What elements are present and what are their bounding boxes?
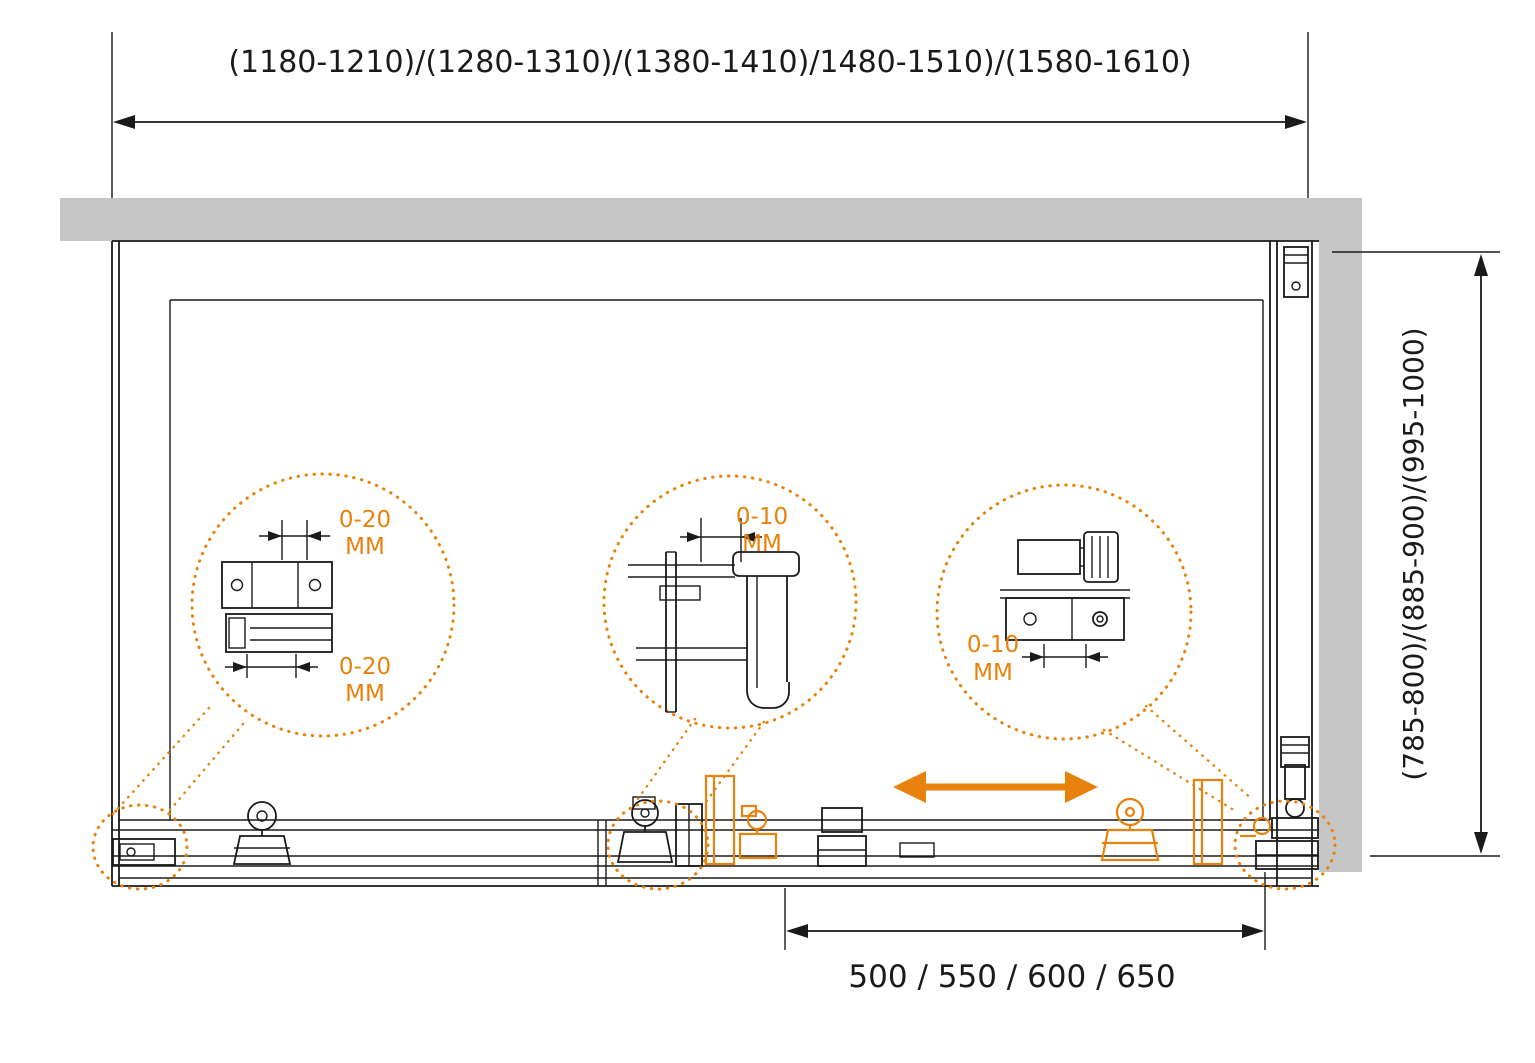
orange-bracket-right: [1192, 778, 1272, 866]
right-dimension-label: (785-800)/(885-900)/(995-1000): [1397, 327, 1430, 780]
right-dimension: (785-800)/(885-900)/(995-1000): [1332, 251, 1500, 857]
wall-top: [60, 198, 1362, 241]
source-circle-1: [91, 803, 189, 891]
walls: [60, 198, 1362, 872]
track-guide: [899, 842, 935, 858]
left-end-bracket: [112, 838, 176, 866]
detail-1-drawing: 0-20 MM 0-20 MM: [221, 507, 391, 707]
top-right-profile-hardware: [1283, 246, 1309, 298]
top-dimension-label: (1180-1210)/(1280-1310)/(1380-1410)/1480…: [228, 45, 1191, 80]
bottom-dimension-label: 500 / 550 / 600 / 650: [848, 959, 1175, 995]
left-roller: [232, 801, 292, 865]
detail1-top-value-label: 0-20: [339, 507, 391, 533]
detail2-value-label: 0-10: [736, 504, 788, 530]
detail2-unit-label: MM: [742, 531, 782, 557]
zoom-circles: [91, 472, 1337, 891]
detail3-unit-label: MM: [973, 660, 1013, 686]
detail1-top-unit-label: MM: [345, 534, 385, 560]
detail1-bottom-value-label: 0-20: [339, 654, 391, 680]
orange-bracket-middle: [704, 774, 778, 866]
detail-2-drawing: 0-10 MM: [628, 504, 800, 713]
enclosure-frame: [111, 240, 1319, 886]
detail-3-drawing: 0-10 MM: [967, 531, 1130, 686]
bottom-dimension: 500 / 550 / 600 / 650: [784, 872, 1266, 995]
detail-circle-1: [190, 472, 456, 738]
detail-circle-3: [935, 483, 1193, 741]
zoom-leader-lines: [111, 704, 1255, 816]
track-hardware-black: [112, 246, 1319, 870]
source-circle-2: [606, 799, 710, 891]
detail-circle-2: [602, 474, 858, 730]
wall-right: [1319, 198, 1362, 872]
detail3-value-label: 0-10: [967, 632, 1019, 658]
top-dimension: (1180-1210)/(1280-1310)/(1380-1410)/1480…: [111, 32, 1309, 198]
right-corner-assembly: [1255, 736, 1319, 870]
source-circle-3: [1233, 799, 1337, 891]
orange-roller-right: [1100, 797, 1160, 862]
detail1-bottom-unit-label: MM: [345, 681, 385, 707]
middle-roller-cluster: [616, 796, 703, 867]
track-hardware-orange: [704, 774, 1272, 866]
stop-bracket: [817, 807, 867, 867]
slide-direction-arrow: [893, 771, 1098, 803]
